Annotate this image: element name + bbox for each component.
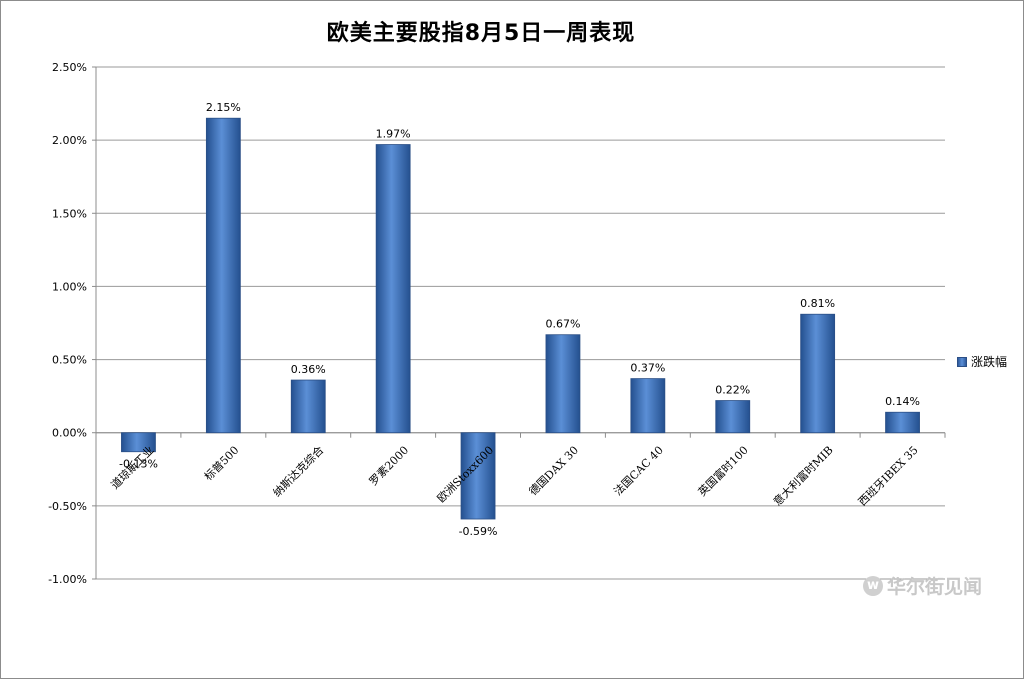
chart-title: 欧美主要股指8月5日一周表现 bbox=[326, 21, 636, 46]
data-label: 0.14% bbox=[885, 395, 920, 408]
bar bbox=[545, 334, 581, 434]
watermark-logo-icon: w bbox=[863, 575, 883, 596]
data-label: 0.37% bbox=[630, 362, 665, 375]
data-label: 0.22% bbox=[715, 384, 750, 397]
bar bbox=[375, 144, 411, 434]
x-tick-label: 罗素2000 bbox=[367, 444, 412, 489]
legend-swatch bbox=[957, 356, 967, 367]
x-tick-label: 德国DAX 30 bbox=[526, 443, 581, 498]
watermark: w 华尔街见闻 bbox=[863, 572, 982, 599]
bar bbox=[630, 378, 666, 434]
y-tick-label: 1.50% bbox=[52, 207, 87, 220]
bar bbox=[205, 117, 241, 434]
y-tick-label: -0.50% bbox=[48, 500, 87, 513]
bar bbox=[885, 411, 920, 434]
y-tick-label: 1.00% bbox=[52, 280, 87, 293]
bar bbox=[290, 379, 326, 434]
x-tick-label: 法国CAC 40 bbox=[611, 443, 666, 498]
x-tick-label: 意大利富时MIB bbox=[770, 443, 836, 509]
data-label: 1.97% bbox=[376, 128, 411, 141]
y-tick-label: 2.00% bbox=[52, 134, 87, 147]
x-tick-label: 纳斯达克综合 bbox=[270, 443, 327, 500]
y-tick-label: 0.00% bbox=[52, 427, 87, 440]
data-label: 0.36% bbox=[291, 363, 326, 376]
y-tick-label: 0.50% bbox=[52, 354, 87, 367]
x-tick-label: 英国富时100 bbox=[695, 443, 751, 499]
legend: 涨跌幅 bbox=[957, 353, 1007, 370]
bar bbox=[715, 400, 751, 434]
data-label: -0.59% bbox=[459, 525, 498, 538]
legend-label: 涨跌幅 bbox=[971, 355, 1008, 369]
x-tick-label: 西班牙IBEX 35 bbox=[856, 444, 921, 509]
bar bbox=[121, 432, 156, 453]
data-label: -0.13% bbox=[119, 458, 158, 471]
data-label: 2.15% bbox=[206, 101, 241, 114]
data-label: 0.67% bbox=[545, 318, 580, 331]
watermark-text: 华尔街见闻 bbox=[887, 576, 983, 598]
x-tick-label: 标普500 bbox=[201, 443, 241, 483]
bar bbox=[800, 313, 836, 434]
data-label: 0.81% bbox=[800, 297, 835, 310]
bar bbox=[460, 432, 496, 520]
y-tick-label: -1.00% bbox=[48, 573, 87, 586]
y-tick-label: 2.50% bbox=[52, 61, 87, 74]
